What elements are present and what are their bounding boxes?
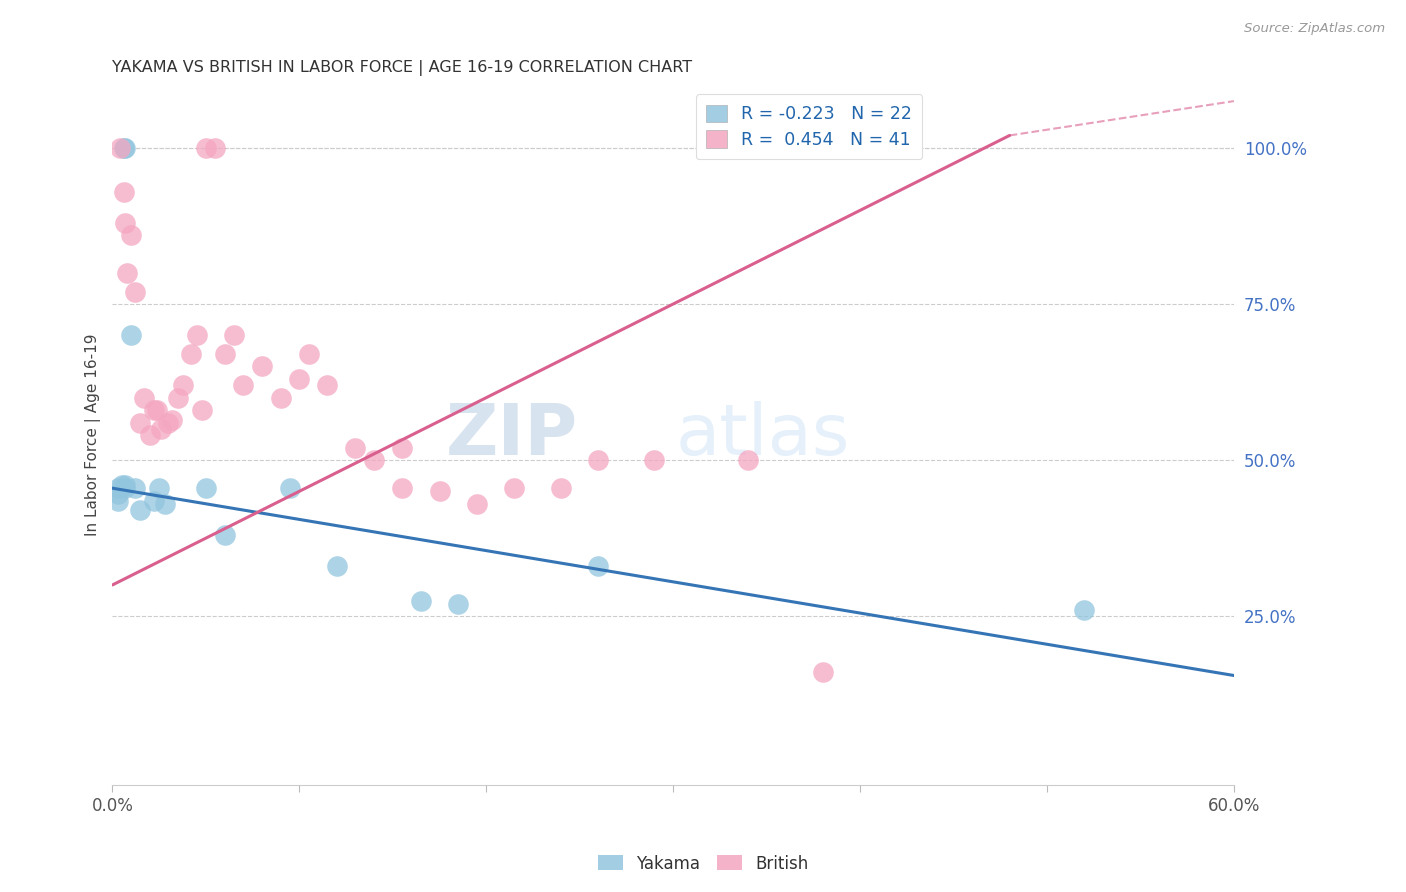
Point (117, 266, 139, 280)
Point (160, 412, 183, 426)
Point (204, 141, 226, 155)
Point (191, 403, 214, 417)
Point (129, 503, 152, 517)
Point (129, 416, 152, 430)
Point (120, 328, 142, 343)
Point (363, 453, 385, 467)
Point (1073, 603, 1095, 617)
Point (111, 478, 134, 492)
Point (447, 597, 470, 611)
Point (120, 228, 142, 243)
Point (166, 391, 188, 405)
Point (288, 372, 311, 386)
Point (391, 481, 413, 495)
Point (148, 481, 170, 495)
Point (391, 441, 413, 455)
Point (298, 347, 321, 361)
Point (186, 328, 208, 343)
Point (222, 328, 245, 343)
Text: Source: ZipAtlas.com: Source: ZipAtlas.com (1244, 22, 1385, 36)
Point (134, 391, 156, 405)
Point (112, 141, 135, 155)
Point (114, 141, 136, 155)
Point (588, 453, 610, 467)
Point (643, 453, 665, 467)
Point (194, 141, 217, 155)
Y-axis label: In Labor Force | Age 16-19: In Labor Force | Age 16-19 (86, 334, 101, 536)
Point (114, 478, 136, 492)
Point (114, 481, 136, 495)
Point (465, 497, 488, 511)
Point (107, 481, 129, 495)
Point (588, 559, 610, 574)
Legend: Yakama, British: Yakama, British (591, 848, 815, 880)
Point (142, 493, 165, 508)
Point (316, 378, 339, 392)
Point (107, 493, 129, 508)
Point (550, 481, 572, 495)
Point (344, 441, 367, 455)
Point (142, 403, 165, 417)
Point (278, 481, 301, 495)
Point (108, 141, 131, 155)
Point (157, 416, 180, 430)
Legend: R = -0.223   N = 22, R =  0.454   N = 41: R = -0.223 N = 22, R = 0.454 N = 41 (696, 95, 922, 160)
Point (737, 453, 759, 467)
Point (811, 665, 834, 680)
Point (503, 481, 526, 495)
Point (409, 593, 432, 607)
Point (124, 285, 146, 299)
Point (232, 378, 254, 392)
Text: YAKAMA VS BRITISH IN LABOR FORCE | AGE 16-19 CORRELATION CHART: YAKAMA VS BRITISH IN LABOR FORCE | AGE 1… (112, 60, 693, 76)
Point (429, 484, 451, 499)
Point (139, 428, 162, 442)
Text: atlas: atlas (676, 401, 851, 469)
Point (325, 559, 347, 574)
Point (153, 497, 176, 511)
Point (107, 487, 129, 501)
Point (150, 422, 173, 436)
Point (194, 481, 217, 495)
Point (250, 359, 273, 374)
Point (172, 378, 194, 392)
Point (146, 403, 169, 417)
Text: ZIP: ZIP (446, 401, 578, 469)
Point (214, 528, 236, 542)
Point (114, 216, 136, 230)
Point (214, 347, 236, 361)
Point (270, 391, 292, 405)
Point (124, 481, 146, 495)
Point (180, 347, 202, 361)
Point (112, 185, 135, 199)
